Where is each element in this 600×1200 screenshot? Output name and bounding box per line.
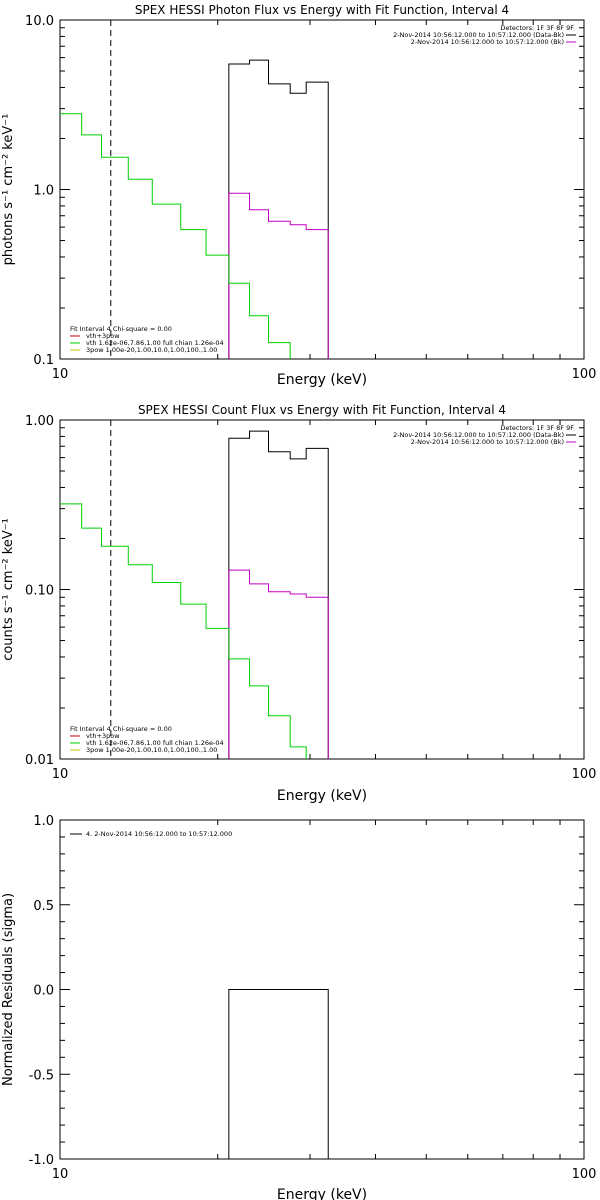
y-tick-label: -0.5 <box>29 1068 54 1083</box>
chart-panel-3: 10 100 Energy (keV) -1.0 -0.5 0.0 0.5 1.0 Normal… <box>1 814 596 1200</box>
data-series-1-step <box>228 430 329 759</box>
chart-title: SPEX HESSI Photon Flux vs Energy with Fi… <box>135 3 509 17</box>
data-series-3-step <box>60 503 307 759</box>
legend-label: vth 1.62e-06,7.86,1.00 full chian 1.26e-… <box>86 339 224 347</box>
legend-top: 4. 2-Nov-2014 10:56:12.000 to 10:57:12.0… <box>70 830 232 838</box>
y-tick-label: 10.0 <box>25 14 54 29</box>
legend-bottom: Fit Interval 4 Chi-square = 0.00vth+3pow… <box>70 325 224 354</box>
legend-top: Detectors: 1F 3F 8F 9F2-Nov-2014 10:56:1… <box>393 24 576 46</box>
x-tick-label: 10 <box>52 367 69 382</box>
y-axis-label: Normalized Residuals (sigma) <box>1 893 16 1086</box>
data-series-group <box>60 59 329 359</box>
legend-header: Detectors: 1F 3F 8F 9F <box>500 424 574 432</box>
x-axis-label: Energy (keV) <box>277 372 367 388</box>
y-tick-label: 0.10 <box>25 584 54 599</box>
legend-top: Detectors: 1F 3F 8F 9F2-Nov-2014 10:56:1… <box>393 424 576 446</box>
x-tick-label: 100 <box>572 1167 597 1182</box>
x-tick-label: 10 <box>52 1167 69 1182</box>
y-tick-label: 1.00 <box>25 414 54 429</box>
legend-header: Fit Interval 4 Chi-square = 0.00 <box>70 725 172 733</box>
legend-label: 2-Nov-2014 10:56:12.000 to 10:57:12.000 … <box>411 38 564 46</box>
legend-label: 2-Nov-2014 10:56:12.000 to 10:57:12.000 … <box>393 431 564 439</box>
legend-label: 4. 2-Nov-2014 10:56:12.000 to 10:57:12.0… <box>86 830 232 838</box>
y-tick-label: 1.0 <box>33 184 54 199</box>
data-series-3-step <box>60 113 291 359</box>
y-tick-label: 0.01 <box>25 753 54 768</box>
legend-header: Fit Interval 4 Chi-square = 0.00 <box>70 325 172 333</box>
data-series-group <box>60 430 329 759</box>
legend-label: 2-Nov-2014 10:56:12.000 to 10:57:12.000 … <box>393 31 564 39</box>
x-tick-label: 100 <box>572 767 597 782</box>
chart-title: SPEX HESSI Count Flux vs Energy with Fit… <box>138 403 506 417</box>
legend-header: Detectors: 1F 3F 8F 9F <box>500 24 574 32</box>
y-tick-label: 0.1 <box>33 353 54 368</box>
legend-bottom: Fit Interval 4 Chi-square = 0.00vth+3pow… <box>70 725 224 754</box>
data-series-group <box>228 989 329 1159</box>
chart-panel-2: SPEX HESSI Count Flux vs Energy with Fit… <box>1 403 596 804</box>
legend-label: vth+3pow <box>86 732 120 740</box>
data-series-2-step <box>228 192 329 359</box>
y-tick-label: -1.0 <box>29 1153 54 1168</box>
y-axis-label: photons s⁻¹ cm⁻² keV⁻¹ <box>1 114 16 266</box>
chart-panel-1: SPEX HESSI Photon Flux vs Energy with Fi… <box>1 3 597 388</box>
plot-frame <box>59 19 585 360</box>
x-tick-label: 100 <box>572 367 597 382</box>
y-tick-label: 0.5 <box>33 899 54 914</box>
x-axis-label: Energy (keV) <box>277 788 367 804</box>
x-axis-label: Energy (keV) <box>277 1187 367 1200</box>
y-tick-label: 1.0 <box>33 814 54 829</box>
legend-label: 3pow 1.00e-20,1.00,10.0,1.00,100.,1.00 <box>86 346 217 354</box>
x-tick-label: 10 <box>52 767 69 782</box>
data-series-2-step <box>228 569 329 759</box>
y-axis-label: counts s⁻¹ cm⁻² keV⁻¹ <box>1 518 16 661</box>
plot-frame <box>59 419 585 760</box>
legend-label: vth+3pow <box>86 332 120 340</box>
y-tick-label: 0.0 <box>33 984 54 999</box>
data-series-1-step <box>228 59 329 359</box>
legend-label: 2-Nov-2014 10:56:12.000 to 10:57:12.000 … <box>411 438 564 446</box>
data-series-1-step <box>228 989 329 1159</box>
legend-label: vth 1.62e-06,7.86,1.00 full chian 1.26e-… <box>86 739 224 747</box>
legend-label: 3pow 1.00e-20,1.00,10.0,1.00,100.,1.00 <box>86 746 217 754</box>
